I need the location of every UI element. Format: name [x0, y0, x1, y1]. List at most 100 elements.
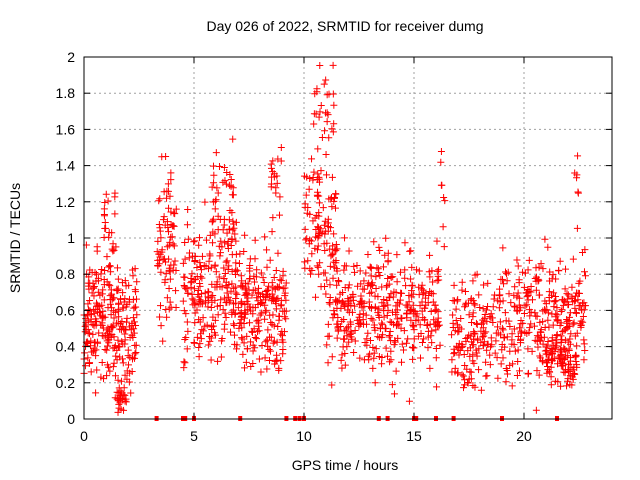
- data-point: [542, 359, 550, 367]
- data-point: [511, 283, 519, 291]
- data-point: [568, 381, 576, 389]
- data-point: [241, 231, 249, 239]
- data-point: [461, 301, 469, 309]
- data-point: [531, 309, 539, 317]
- data-point: [382, 344, 390, 352]
- data-point: [313, 246, 321, 254]
- data-point: [253, 328, 261, 336]
- data-point: [398, 315, 406, 323]
- data-point: [255, 327, 263, 335]
- data-point: [496, 285, 504, 293]
- data-point: [229, 135, 237, 143]
- data-point: [379, 263, 387, 271]
- data-point: [360, 320, 368, 328]
- data-point: [453, 297, 461, 305]
- data-point: [242, 286, 250, 294]
- data-point: [335, 278, 343, 286]
- data-point: [313, 176, 321, 184]
- data-point: [448, 356, 456, 364]
- data-point: [421, 304, 429, 312]
- data-point: [86, 296, 94, 304]
- data-point: [86, 307, 94, 315]
- data-point: [184, 206, 192, 214]
- data-point: [322, 171, 330, 179]
- data-point: [221, 309, 229, 317]
- data-point: [344, 323, 352, 331]
- axis-ticks: 00.20.40.60.811.21.41.61.820 5 10 15 20: [56, 49, 612, 444]
- data-point: [373, 264, 381, 272]
- data-point: [98, 332, 106, 340]
- data-point: [197, 335, 205, 343]
- data-point: [544, 243, 552, 251]
- data-point: [514, 289, 522, 297]
- data-point: [564, 338, 572, 346]
- data-point: [253, 294, 261, 302]
- data-point: [364, 250, 372, 258]
- data-point: [253, 266, 261, 274]
- data-point: [466, 352, 474, 360]
- data-point: [360, 356, 368, 364]
- data-point: [448, 368, 456, 376]
- data-point: [537, 260, 545, 268]
- data-point: [314, 145, 322, 153]
- data-point: [546, 277, 554, 285]
- data-point: [388, 381, 396, 389]
- data-point: [408, 343, 416, 351]
- data-point: [401, 266, 409, 274]
- data-point: [183, 221, 191, 229]
- data-point: [426, 273, 434, 281]
- data-point: [321, 246, 329, 254]
- data-point: [541, 306, 549, 314]
- data-point: [250, 278, 258, 286]
- data-point: [326, 262, 334, 270]
- data-point: [272, 184, 280, 192]
- data-point: [122, 398, 130, 406]
- data-point: [479, 333, 487, 341]
- data-point: [471, 271, 479, 279]
- data-point: [405, 298, 413, 306]
- data-point: [208, 280, 216, 288]
- data-point: [103, 372, 111, 380]
- data-point: [204, 303, 212, 311]
- data-point: [364, 352, 372, 360]
- data-point: [434, 314, 442, 322]
- data-point: [461, 376, 469, 384]
- data-point: [511, 303, 519, 311]
- data-point: [305, 185, 313, 193]
- data-point: [190, 285, 198, 293]
- data-point: [440, 243, 448, 251]
- data-point: [81, 349, 89, 357]
- data-point: [229, 226, 237, 234]
- data-point: [458, 340, 466, 348]
- data-point: [106, 262, 114, 270]
- data-point: [536, 318, 544, 326]
- data-point: [170, 261, 178, 269]
- data-point: [369, 316, 377, 324]
- data-point: [240, 248, 248, 256]
- data-point: [90, 292, 98, 300]
- data-point: [169, 240, 177, 248]
- data-point: [130, 329, 138, 337]
- data-point: [122, 303, 130, 311]
- data-point: [533, 367, 541, 375]
- data-point: [393, 251, 401, 259]
- data-point: [489, 303, 497, 311]
- data-point: [232, 289, 240, 297]
- data-point: [392, 302, 400, 310]
- data-point: [251, 255, 259, 263]
- data-point: [320, 80, 328, 88]
- data-point: [279, 272, 287, 280]
- data-point: [230, 224, 238, 232]
- data-point: [208, 218, 216, 226]
- data-point: [380, 313, 388, 321]
- data-point: [98, 358, 106, 366]
- data-point: [580, 356, 588, 364]
- data-point: [90, 305, 98, 313]
- data-point: [155, 220, 163, 228]
- data-point: [472, 319, 480, 327]
- data-point: [204, 293, 212, 301]
- data-point: [463, 365, 471, 373]
- data-point: [275, 283, 283, 291]
- data-point: [553, 316, 561, 324]
- data-point: [184, 327, 192, 335]
